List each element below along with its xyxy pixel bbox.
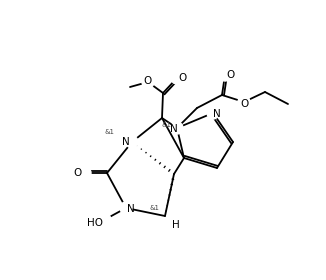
Text: N: N (213, 109, 221, 119)
Text: O: O (227, 70, 235, 80)
Circle shape (207, 107, 219, 119)
Text: &1: &1 (162, 122, 172, 128)
Circle shape (171, 122, 183, 134)
Text: &1: &1 (105, 129, 115, 135)
Text: O: O (179, 73, 187, 83)
Circle shape (126, 136, 138, 148)
Circle shape (219, 69, 231, 81)
Circle shape (97, 213, 111, 227)
Text: &1: &1 (150, 205, 160, 211)
Text: N: N (122, 137, 130, 147)
Circle shape (142, 76, 154, 88)
Circle shape (171, 72, 183, 84)
Text: O: O (74, 168, 82, 178)
Text: N: N (170, 124, 178, 134)
Text: HO: HO (87, 218, 103, 228)
Text: H: H (172, 220, 180, 230)
Circle shape (79, 167, 91, 179)
Text: O: O (144, 76, 152, 86)
Text: N: N (127, 204, 135, 214)
Text: O: O (241, 99, 249, 109)
Circle shape (120, 202, 132, 214)
Circle shape (238, 96, 250, 108)
